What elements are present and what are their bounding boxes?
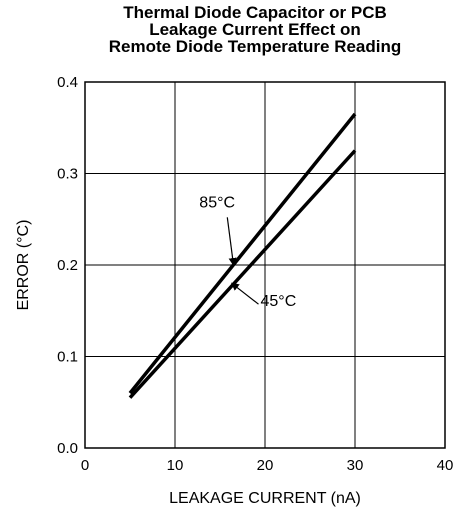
y-tick-label-4: 0.4 [57, 74, 78, 91]
grid-lines [85, 82, 445, 448]
x-tick-label-4: 40 [437, 457, 454, 474]
y-tick-label-1: 0.1 [57, 349, 78, 366]
annotations: 85°C 45°C [199, 194, 296, 310]
annotation-arrow-0 [226, 217, 237, 266]
y-tick-label-3: 0.3 [57, 166, 78, 183]
y-axis-label: ERROR (°C) [15, 220, 32, 311]
chart-title: Thermal Diode Capacitor or PCB Leakage C… [50, 4, 458, 55]
x-tick-label-3: 30 [347, 457, 364, 474]
plot-frame [84, 81, 446, 449]
y-tick-label-0: 0.0 [57, 440, 78, 457]
annotation-label-0: 85°C [199, 194, 235, 211]
x-tick-label-1: 10 [167, 457, 184, 474]
annotation-arrow-1 [230, 282, 259, 305]
chart-title-line-3: Remote Diode Temperature Reading [108, 37, 402, 56]
x-tick-labels: 0 10 20 30 40 [81, 457, 454, 474]
y-tick-labels: 0.0 0.1 0.2 0.3 0.4 [57, 74, 78, 457]
x-axis-label: LEAKAGE CURRENT (nA) [169, 490, 361, 507]
x-tick-label-2: 20 [257, 457, 274, 474]
chart-title-line-1: Thermal Diode Capacitor or PCB [123, 3, 387, 22]
x-tick-label-0: 0 [81, 457, 89, 474]
series-layer [128, 112, 357, 399]
chart-title-line-2: Leakage Current Effect on [149, 20, 361, 39]
y-tick-label-2: 0.2 [57, 257, 78, 274]
series-line-85c [128, 112, 357, 395]
series-line-45c [128, 149, 357, 399]
annotation-label-1: 45°C [261, 293, 297, 310]
